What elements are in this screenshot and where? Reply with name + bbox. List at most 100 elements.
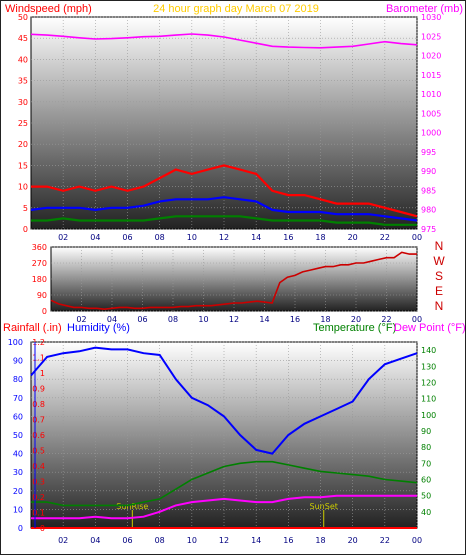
x-tick-label-1-4: 10 xyxy=(187,233,197,242)
x-tick-label-1-10: 22 xyxy=(380,233,390,242)
dir-label-2: S xyxy=(435,269,443,283)
temp-y-tick-9: 130 xyxy=(421,362,436,371)
x-tick-label-2-0: 02 xyxy=(76,315,86,324)
x-tick-label-1-6: 14 xyxy=(251,233,261,242)
x-tick-label-1-9: 20 xyxy=(348,233,358,242)
x-tick-label-3-4: 10 xyxy=(187,536,197,545)
x-tick-label-1-5: 12 xyxy=(219,233,229,242)
baro-y-tick-7: 1010 xyxy=(421,90,441,99)
x-tick-label-2-1: 04 xyxy=(107,315,117,324)
x-tick-label-3-0: 02 xyxy=(58,536,68,545)
temp-y-tick-7: 110 xyxy=(421,395,436,404)
dewpoint-axis-title: Dew Point (°F) xyxy=(394,322,466,334)
baro-y-tick-11: 1030 xyxy=(421,13,441,22)
rain-y-tick-8: 0.8 xyxy=(32,400,45,409)
wind-line-wind_low xyxy=(31,215,417,226)
rain-axis-title: Rainfall (.in) xyxy=(3,322,62,334)
humidity-y-tick-8: 80 xyxy=(13,375,23,384)
x-tick-label-1-1: 04 xyxy=(90,233,100,242)
humidity-y-tick-10: 100 xyxy=(8,338,23,347)
temp-y-tick-0: 40 xyxy=(421,508,431,517)
rain-y-tick-7: 0.7 xyxy=(32,416,45,425)
wind-y-tick-4: 20 xyxy=(18,140,28,149)
temp-y-tick-3: 70 xyxy=(421,459,431,468)
temperature-line xyxy=(31,460,418,507)
baro-y-tick-5: 1000 xyxy=(421,129,441,138)
dir-y-tick-0: 0 xyxy=(42,307,47,316)
direction-line xyxy=(50,251,417,311)
humidity-y-tick-7: 70 xyxy=(13,394,23,403)
x-tick-label-2-9: 20 xyxy=(351,315,361,324)
temp-y-tick-4: 80 xyxy=(421,443,431,452)
sun-label-0: SunRise xyxy=(116,502,148,511)
rain-y-tick-2: 0.2 xyxy=(32,493,45,502)
wind-y-tick-6: 30 xyxy=(18,98,28,107)
wind-y-tick-2: 10 xyxy=(18,183,28,192)
x-tick-label-3-5: 12 xyxy=(219,536,229,545)
rain-y-tick-6: 0.6 xyxy=(32,431,45,440)
wind-y-tick-9: 45 xyxy=(18,34,28,43)
rain-y-tick-9: 0.9 xyxy=(32,385,45,394)
baro-y-tick-1: 980 xyxy=(421,206,436,215)
humidity-y-tick-4: 40 xyxy=(13,450,23,459)
wind-y-tick-1: 5 xyxy=(23,204,28,213)
humidity-y-tick-6: 60 xyxy=(13,412,23,421)
temp-y-tick-2: 60 xyxy=(421,475,431,484)
x-tick-label-1-8: 18 xyxy=(315,233,325,242)
x-tick-label-3-1: 04 xyxy=(90,536,100,545)
baro-axis-title: Barometer (mb) xyxy=(386,3,463,15)
sun-label-1: SunSet xyxy=(310,502,338,511)
rain-y-tick-5: 0.5 xyxy=(32,447,45,456)
baro-y-tick-4: 995 xyxy=(421,148,436,157)
x-tick-label-2-10: 22 xyxy=(381,315,391,324)
baro-y-tick-9: 1020 xyxy=(421,52,441,61)
x-tick-label-1-7: 16 xyxy=(283,233,293,242)
x-tick-label-1-2: 06 xyxy=(122,233,132,242)
wind-y-tick-8: 40 xyxy=(18,55,28,64)
dir-y-tick-2: 180 xyxy=(32,275,47,284)
x-tick-label-1-0: 02 xyxy=(58,233,68,242)
temp-y-tick-5: 90 xyxy=(421,427,431,436)
temp-axis-title: Temperature (°F) xyxy=(313,322,396,334)
dir-label-0: N xyxy=(435,239,444,253)
wind-line-wind_avg xyxy=(30,196,418,222)
temp-y-tick-1: 50 xyxy=(421,492,431,501)
dir-label-3: E xyxy=(435,284,443,298)
rain-y-tick-12: 1.2 xyxy=(32,338,45,347)
x-tick-label-1-11: 00 xyxy=(412,233,422,242)
baro-y-tick-0: 975 xyxy=(421,225,436,234)
wind-y-tick-7: 35 xyxy=(18,77,28,86)
dewpoint-line xyxy=(31,494,417,520)
rain-y-tick-4: 0.4 xyxy=(32,462,45,471)
x-tick-label-2-8: 18 xyxy=(320,315,330,324)
humidity-line xyxy=(30,346,418,455)
wind-y-tick-3: 15 xyxy=(18,161,28,170)
baro-y-tick-8: 1015 xyxy=(421,71,441,80)
wind-y-tick-10: 50 xyxy=(18,13,28,22)
humidity-y-tick-0: 0 xyxy=(18,524,23,533)
x-tick-label-3-6: 14 xyxy=(251,536,261,545)
temp-y-tick-10: 140 xyxy=(421,346,436,355)
humidity-y-tick-9: 90 xyxy=(13,357,23,366)
x-tick-label-2-7: 16 xyxy=(290,315,300,324)
wind-y-tick-5: 25 xyxy=(18,119,28,128)
dir-label-4: N xyxy=(435,299,444,313)
x-tick-label-3-9: 20 xyxy=(348,536,358,545)
humidity-y-tick-1: 10 xyxy=(13,505,23,514)
chart-title: 24 hour graph day March 07 2019 xyxy=(153,3,319,15)
rain-y-tick-10: 1 xyxy=(40,369,45,378)
rain-y-tick-3: 0.3 xyxy=(32,478,45,487)
dir-y-tick-4: 360 xyxy=(32,243,47,252)
x-tick-label-2-3: 08 xyxy=(168,315,178,324)
baro-y-tick-3: 990 xyxy=(421,167,436,176)
humidity-y-tick-3: 30 xyxy=(13,468,23,477)
x-tick-label-3-7: 16 xyxy=(283,536,293,545)
x-tick-label-3-11: 00 xyxy=(412,536,422,545)
x-tick-label-3-8: 18 xyxy=(315,536,325,545)
x-tick-label-2-2: 06 xyxy=(137,315,147,324)
humidity-y-tick-2: 20 xyxy=(13,487,23,496)
x-tick-label-3-2: 06 xyxy=(122,536,132,545)
barometer-line xyxy=(30,33,418,49)
x-tick-label-2-4: 10 xyxy=(198,315,208,324)
